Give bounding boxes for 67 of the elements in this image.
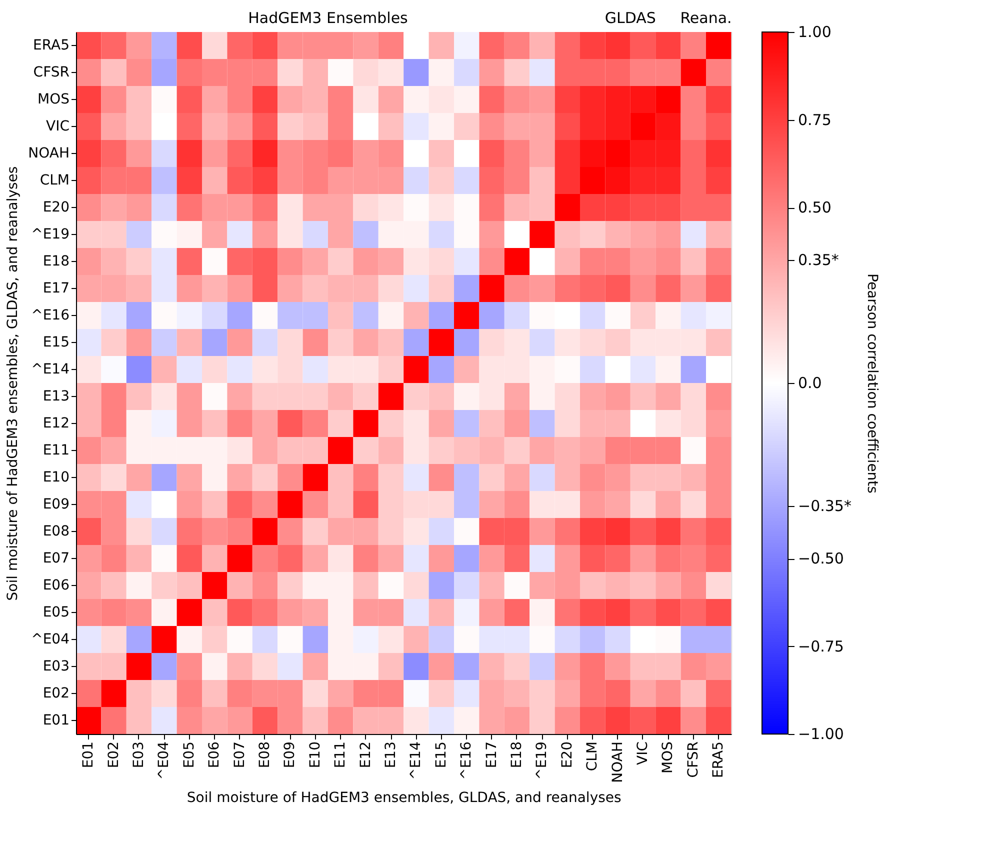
y-tick-label: ^E14 bbox=[31, 362, 70, 378]
color-bar-label: 0.50 bbox=[798, 198, 832, 216]
color-bar-label: −1.00 bbox=[798, 725, 844, 743]
x-tick-label: E11 bbox=[332, 742, 349, 768]
x-tick-label: E05 bbox=[181, 742, 198, 768]
x-tick-label: ^E04 bbox=[156, 741, 172, 780]
color-bar-title: Pearson correlation coefficients bbox=[864, 274, 880, 494]
x-tick-label: E15 bbox=[433, 742, 450, 768]
x-tick-label: E20 bbox=[559, 742, 576, 768]
x-tick-label: ^E16 bbox=[458, 741, 475, 780]
x-tick-label: CLM bbox=[584, 742, 601, 772]
text: Reana. bbox=[680, 9, 732, 27]
x-tick-label: E06 bbox=[206, 741, 223, 768]
x-tick-label: NOAH bbox=[610, 742, 626, 783]
x-tick-label: E18 bbox=[509, 742, 525, 768]
x-tick-label: ERA5 bbox=[710, 742, 727, 778]
x-tick-label: VIC bbox=[635, 741, 651, 765]
x-tick-label: E17 bbox=[484, 742, 500, 768]
x-tick-label: E10 bbox=[307, 742, 324, 768]
text: GLDAS bbox=[604, 9, 656, 27]
y-tick-label: E20 bbox=[42, 200, 70, 216]
x-tick-label: E07 bbox=[232, 742, 248, 768]
x-tick-label: E03 bbox=[131, 742, 147, 768]
y-tick-label: ERA5 bbox=[33, 38, 70, 54]
y-tick-label: E02 bbox=[42, 686, 70, 702]
y-axis-title: Soil moisture of HadGEM3 ensembles, GLDAS, and reanalyses bbox=[5, 166, 22, 601]
color-bar-label: −0.35* bbox=[798, 496, 852, 515]
color-bar-label: −0.50 bbox=[798, 550, 844, 568]
y-tick-label: CLM bbox=[40, 172, 70, 188]
y-tick-label: E11 bbox=[42, 442, 70, 458]
y-tick-label: ^E04 bbox=[31, 632, 70, 648]
y-tick-label: VIC bbox=[46, 118, 70, 134]
x-tick-label: E12 bbox=[358, 742, 374, 768]
color-bar-label: 0.35* bbox=[798, 251, 840, 270]
x-tick-label: ^E19 bbox=[534, 742, 550, 780]
y-tick-label: E10 bbox=[42, 470, 70, 486]
x-tick-label: E01 bbox=[80, 742, 97, 768]
y-tick-label: NOAH bbox=[28, 146, 70, 162]
x-tick-label: MOS bbox=[660, 741, 676, 774]
y-tick-label: E09 bbox=[42, 496, 70, 512]
color-bar-label: −0.75 bbox=[798, 637, 844, 656]
y-tick-label: ^E19 bbox=[31, 226, 70, 242]
y-tick-label: E06 bbox=[42, 578, 70, 594]
x-tick-label: ^E14 bbox=[408, 741, 424, 780]
y-tick-label: E12 bbox=[42, 416, 70, 432]
y-tick-label: E07 bbox=[42, 550, 70, 566]
x-tick-label: CFSR bbox=[685, 741, 702, 778]
x-tick-label: E13 bbox=[383, 742, 399, 768]
y-tick-label: E17 bbox=[42, 280, 70, 296]
color-bar-label: 0.0 bbox=[798, 374, 822, 392]
color-bar-label: 0.75 bbox=[798, 110, 832, 129]
y-tick-label: E05 bbox=[42, 604, 70, 620]
y-tick-label: ^E16 bbox=[31, 308, 70, 324]
x-axis-title: Soil moisture of HadGEM3 ensembles, GLDAS, and reanalyses bbox=[186, 790, 622, 806]
y-tick-label: MOS bbox=[38, 92, 70, 108]
y-tick-label: E03 bbox=[42, 658, 70, 674]
y-tick-label: E08 bbox=[42, 524, 70, 540]
y-tick-label: E01 bbox=[42, 712, 70, 728]
color-bar-label: 1.00 bbox=[798, 23, 832, 41]
text: HadGEM3 Ensembles bbox=[248, 9, 408, 27]
y-tick-label: E15 bbox=[42, 334, 70, 350]
x-tick-label: E09 bbox=[282, 742, 298, 768]
x-tick-label: E02 bbox=[106, 742, 122, 768]
y-tick-label: CFSR bbox=[33, 64, 70, 80]
x-tick-label: E08 bbox=[257, 742, 273, 768]
y-tick-label: E18 bbox=[42, 254, 70, 270]
y-tick-label: E13 bbox=[42, 388, 70, 404]
